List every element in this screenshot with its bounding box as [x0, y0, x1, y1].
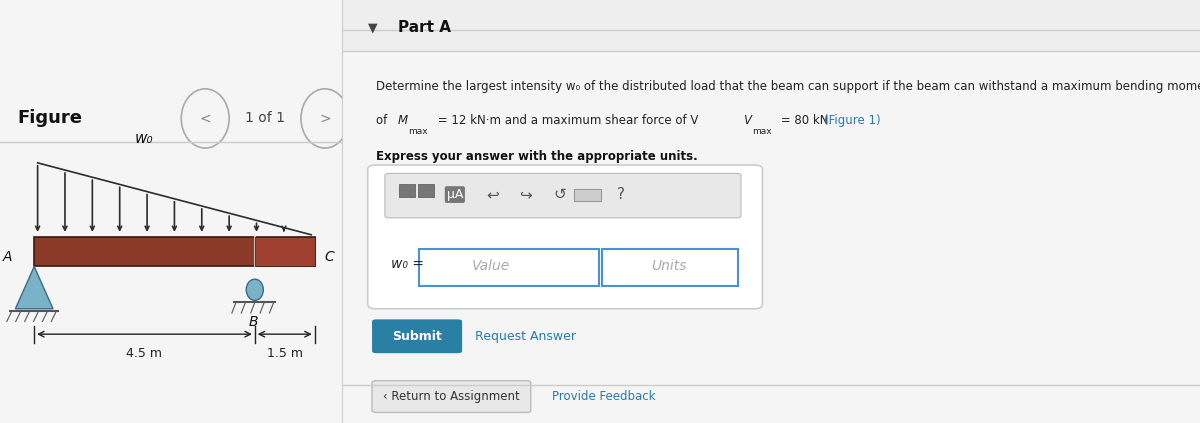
- Text: = 80 kN.: = 80 kN.: [778, 114, 833, 127]
- Text: 1.5 m: 1.5 m: [266, 347, 302, 360]
- FancyBboxPatch shape: [372, 319, 462, 353]
- Text: Units: Units: [650, 259, 686, 274]
- Text: 4.5 m: 4.5 m: [126, 347, 162, 360]
- Text: max: max: [408, 126, 427, 136]
- Text: (Figure 1): (Figure 1): [824, 114, 881, 127]
- Text: w₀ =: w₀ =: [391, 257, 424, 272]
- Text: V: V: [743, 114, 751, 127]
- Text: >: >: [319, 111, 331, 126]
- FancyBboxPatch shape: [419, 184, 434, 197]
- Text: Value: Value: [473, 259, 511, 274]
- Text: B: B: [248, 315, 258, 329]
- Text: ?: ?: [617, 187, 624, 202]
- FancyBboxPatch shape: [574, 189, 601, 201]
- Text: C: C: [325, 250, 335, 264]
- Text: of: of: [377, 114, 391, 127]
- Text: Submit: Submit: [391, 330, 442, 343]
- FancyBboxPatch shape: [254, 237, 314, 266]
- FancyBboxPatch shape: [602, 249, 738, 286]
- Text: Part A: Part A: [397, 20, 451, 35]
- FancyBboxPatch shape: [34, 237, 314, 266]
- FancyBboxPatch shape: [342, 0, 1200, 51]
- FancyBboxPatch shape: [400, 184, 415, 197]
- Text: A: A: [2, 250, 12, 264]
- FancyBboxPatch shape: [372, 381, 530, 412]
- Text: max: max: [752, 126, 772, 136]
- FancyBboxPatch shape: [419, 249, 599, 286]
- FancyBboxPatch shape: [367, 165, 762, 309]
- Circle shape: [246, 279, 263, 300]
- Text: ↺: ↺: [553, 187, 566, 202]
- Text: Figure: Figure: [17, 110, 82, 127]
- FancyBboxPatch shape: [385, 173, 740, 218]
- Text: Provide Feedback: Provide Feedback: [552, 390, 655, 403]
- Text: ▼: ▼: [367, 21, 377, 34]
- Text: w₀: w₀: [134, 131, 152, 146]
- Polygon shape: [16, 266, 53, 309]
- Text: µA: µA: [446, 188, 463, 201]
- Text: Express your answer with the appropriate units.: Express your answer with the appropriate…: [377, 150, 698, 163]
- Text: 1 of 1: 1 of 1: [245, 111, 286, 126]
- Text: ↪: ↪: [518, 187, 532, 202]
- Text: Determine the largest intensity w₀ of the distributed load that the beam can sup: Determine the largest intensity w₀ of th…: [377, 80, 1200, 93]
- Text: Request Answer: Request Answer: [475, 330, 576, 343]
- Text: ‹ Return to Assignment: ‹ Return to Assignment: [383, 390, 520, 403]
- Text: ↩: ↩: [486, 187, 499, 202]
- Text: = 12 kN·m and a maximum shear force of V: = 12 kN·m and a maximum shear force of V: [434, 114, 698, 127]
- Text: M: M: [397, 114, 408, 127]
- Text: <: <: [199, 111, 211, 126]
